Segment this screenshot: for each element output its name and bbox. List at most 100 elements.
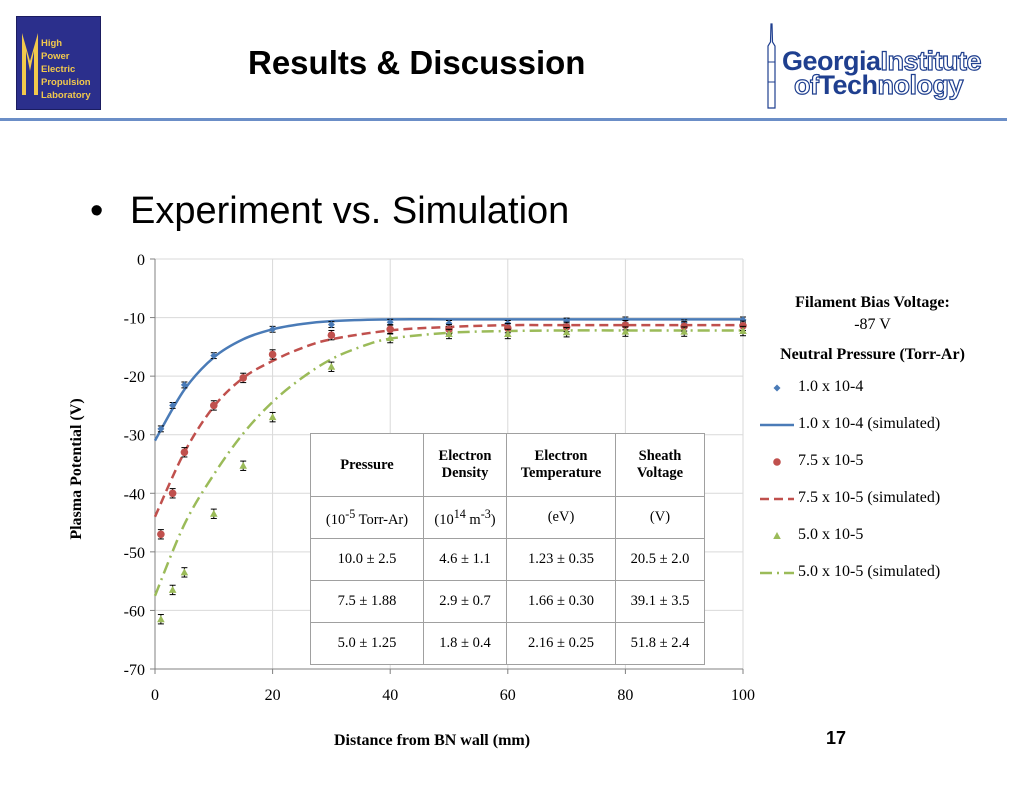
chart-legend: Filament Bias Voltage: -87 V Neutral Pre… xyxy=(760,292,985,598)
data-point-triangle xyxy=(180,568,189,576)
logo-word-tech: Tech xyxy=(818,70,878,100)
x-tick-label: 100 xyxy=(731,687,755,704)
pressure-heading: Neutral Pressure (Torr-Ar) xyxy=(780,346,965,363)
data-point-diamond xyxy=(563,317,571,325)
filament-heading: Filament Bias Voltage: xyxy=(795,294,950,311)
logo-word-nology: nology xyxy=(877,69,964,100)
y-tick-label: 0 xyxy=(137,252,145,269)
data-point-circle xyxy=(327,331,336,339)
marker-circle-icon xyxy=(773,458,781,466)
legend-entry: 1.0 x 10-4 (simulated) xyxy=(760,413,985,450)
legend-entry: 5.0 x 10-5 xyxy=(760,524,985,561)
simulated-curve xyxy=(153,323,743,518)
table-cell: 2.9 ± 0.7 xyxy=(423,580,507,623)
legend-label: 1.0 x 10-4 (simulated) xyxy=(798,415,941,432)
data-point-circle xyxy=(239,374,247,382)
bullet-text: Experiment vs. Simulation xyxy=(130,190,570,232)
data-point-circle xyxy=(739,321,747,330)
lab-logo-line: Power xyxy=(41,51,70,62)
y-tick-label: -70 xyxy=(124,662,145,679)
data-point-triangle xyxy=(157,615,165,623)
x-tick-label: 60 xyxy=(500,687,516,704)
data-point-diamond xyxy=(386,318,394,326)
lab-logo-line: Laboratory xyxy=(41,90,91,101)
legend-label: 1.0 x 10-4 xyxy=(798,378,864,395)
data-point-diamond xyxy=(739,316,747,324)
data-point-triangle xyxy=(504,329,512,337)
lab-logo-line: Electric xyxy=(41,64,76,75)
georgia-tech-logo: GeorgiaInstitute ofTechnology xyxy=(760,22,1010,110)
legend-entry: 7.5 x 10-5 xyxy=(760,450,985,487)
table-cell: 20.5 ± 2.0 xyxy=(615,538,705,581)
lab-logo-line: High xyxy=(41,38,63,49)
table-cell: 10.0 ± 2.5 xyxy=(310,538,424,581)
table-cell: 4.6 ± 1.1 xyxy=(423,538,507,581)
page-number: 17 xyxy=(826,728,847,748)
data-point-circle xyxy=(180,448,189,457)
table-row: 5.0 ± 1.25 1.8 ± 0.4 2.16 ± 0.25 51.8 ± … xyxy=(310,622,705,665)
data-point-circle xyxy=(168,489,177,498)
solid-line-icon xyxy=(760,423,794,427)
legend-entry: 5.0 x 10-5 (simulated) xyxy=(760,561,985,598)
bullet-point: • Experiment vs. Simulation xyxy=(90,190,569,233)
legend-label: 7.5 x 10-5 xyxy=(798,452,864,469)
data-point-diamond xyxy=(169,401,177,409)
x-axis-title: Distance from BN wall (mm) xyxy=(334,732,530,749)
marker-diamond-icon xyxy=(773,384,781,392)
data-point-circle xyxy=(268,350,277,359)
data-point-circle xyxy=(157,530,165,539)
y-tick-label: -20 xyxy=(124,369,145,386)
table-cell: 1.66 ± 0.30 xyxy=(506,580,616,623)
simulated-curve xyxy=(153,329,743,597)
legend-entry: 1.0 x 10-4 xyxy=(760,376,985,413)
data-point-triangle xyxy=(739,327,747,335)
data-point-triangle xyxy=(239,461,247,469)
legend-label: 5.0 x 10-5 (simulated) xyxy=(798,563,941,580)
table-row: 10.0 ± 2.5 4.6 ± 1.1 1.23 ± 0.35 20.5 ± … xyxy=(310,538,705,581)
y-tick-label: -50 xyxy=(124,545,145,562)
data-point-diamond xyxy=(327,321,335,329)
table-header: Electron Temperature xyxy=(506,433,616,497)
data-point-diamond xyxy=(180,381,188,389)
dash-dot-line-icon xyxy=(760,571,794,575)
y-axis-title: Plasma Potential (V) xyxy=(68,398,85,539)
logo-word-institute: Institute xyxy=(880,45,982,76)
lab-logo-text: High Power Electric Propulsion Laboratory xyxy=(41,37,91,102)
legend-label: 5.0 x 10-5 xyxy=(798,526,864,543)
x-tick-label: 40 xyxy=(382,687,398,704)
table-header-row: Pressure Electron Density Electron Tempe… xyxy=(310,433,705,497)
lab-logo-mark-icon xyxy=(22,33,38,95)
table-cell: 2.16 ± 0.25 xyxy=(506,622,616,665)
table-cell: 5.0 ± 1.25 xyxy=(310,622,424,665)
hpepl-logo: High Power Electric Propulsion Laboratory xyxy=(16,16,101,110)
dashed-line-icon xyxy=(760,497,794,501)
data-point-diamond xyxy=(445,319,453,327)
data-point-triangle xyxy=(386,334,394,342)
data-point-triangle xyxy=(268,413,277,421)
data-point-circle xyxy=(210,401,218,410)
data-point-triangle xyxy=(210,509,218,517)
table-header: Sheath Voltage xyxy=(615,433,705,497)
x-tick-label: 80 xyxy=(617,687,633,704)
logo-word-of: of xyxy=(793,69,819,100)
y-tick-label: -30 xyxy=(124,428,145,445)
data-point-diamond xyxy=(157,425,165,433)
data-point-triangle xyxy=(327,362,336,370)
logo-word-georgia: Georgia xyxy=(782,46,881,76)
data-point-triangle xyxy=(562,328,571,336)
y-tick-label: -60 xyxy=(124,603,145,620)
data-point-circle xyxy=(562,323,571,331)
table-unit-cell: (1014 m-3) xyxy=(423,496,507,539)
data-point-circle xyxy=(680,322,688,331)
data-point-circle xyxy=(504,324,512,332)
lab-logo-line: Propulsion xyxy=(41,77,91,88)
title-divider xyxy=(0,118,1007,121)
table-unit-cell: (V) xyxy=(615,496,705,539)
data-point-triangle xyxy=(621,327,630,335)
table-header: Pressure xyxy=(310,433,424,497)
data-point-diamond xyxy=(269,325,277,333)
table-unit-cell: (10-5 Torr-Ar) xyxy=(310,496,424,539)
data-point-diamond xyxy=(210,352,218,360)
data-point-circle xyxy=(386,325,395,334)
